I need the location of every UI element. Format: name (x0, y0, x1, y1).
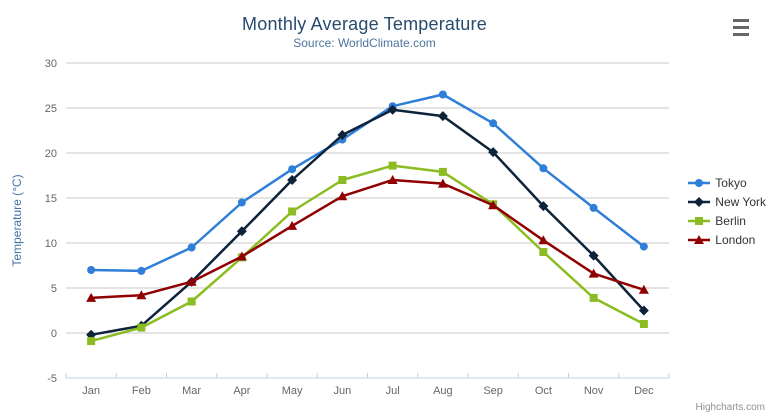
series-line (89, 164, 646, 343)
y-axis-label: -5 (47, 373, 57, 385)
circle-marker-icon (87, 266, 96, 274)
square-marker-icon (137, 323, 146, 332)
square-marker-icon (589, 293, 598, 302)
chart-title: Monthly Average Temperature (242, 14, 487, 34)
x-axis-label: Jul (386, 385, 400, 397)
x-axis-label: May (282, 385, 303, 397)
circle-legend-marker-icon (688, 179, 711, 187)
square-marker-icon (187, 297, 196, 306)
export-menu-button[interactable] (733, 19, 751, 36)
y-axis-label: 10 (45, 238, 57, 250)
circle-marker-icon (539, 164, 548, 173)
square-marker-icon (288, 207, 297, 216)
diamond-legend-marker-icon (688, 197, 711, 207)
square-marker-icon (539, 248, 548, 256)
y-axis-label: 20 (45, 148, 57, 160)
series-line (89, 108, 646, 337)
circle-marker-icon (639, 242, 648, 251)
circle-marker-icon (288, 165, 297, 174)
triangle-marker-icon (387, 175, 398, 184)
triangle-marker-icon (287, 220, 298, 230)
diamond-marker-icon (236, 226, 247, 237)
legend-item-berlin[interactable]: Berlin (688, 214, 766, 228)
diamond-marker-icon (287, 175, 298, 185)
x-axis-label: Dec (634, 385, 654, 397)
legend-item-tokyo[interactable]: Tokyo (688, 176, 766, 190)
y-axis-label: 0 (51, 328, 57, 340)
triangle-marker-icon (186, 276, 197, 286)
square-marker-icon (388, 161, 397, 170)
diamond-marker-icon (588, 250, 599, 261)
square-marker-icon (338, 176, 347, 184)
legend-item-london[interactable]: London (688, 233, 766, 247)
x-axis-label: Mar (182, 385, 201, 397)
circle-marker-icon (187, 243, 196, 252)
chart-subtitle: Source: WorldClimate.com (293, 36, 436, 50)
circle-marker-icon (237, 198, 246, 207)
legend-item-new-york[interactable]: New York (688, 195, 766, 209)
x-axis-label: Jan (82, 385, 100, 397)
series-line (89, 93, 646, 273)
y-axis-label: 30 (45, 58, 57, 70)
series-new-york[interactable] (86, 104, 649, 340)
triangle-marker-icon (638, 284, 649, 294)
circle-marker-icon (137, 266, 146, 275)
square-marker-icon (87, 337, 96, 346)
legend-label: New York (715, 195, 766, 209)
x-axis-label: Jun (334, 385, 352, 397)
square-legend-marker-icon (688, 217, 711, 225)
triangle-marker-icon (437, 178, 448, 188)
y-axis-label: 5 (51, 283, 57, 295)
diamond-marker-icon (437, 111, 448, 122)
diamond-marker-icon (694, 197, 705, 207)
x-axis-label: Aug (433, 385, 453, 397)
y-axis-label: 15 (45, 193, 57, 205)
y-axis-label: 25 (45, 103, 57, 115)
square-marker-icon (695, 217, 704, 225)
diamond-marker-icon (488, 147, 499, 158)
series-line (89, 178, 646, 300)
triangle-marker-icon (588, 268, 599, 278)
triangle-legend-marker-icon (688, 235, 711, 244)
legend-label: London (715, 233, 756, 247)
triangle-marker-icon (488, 200, 499, 210)
hamburger-menu-icon (733, 19, 749, 22)
legend: Tokyo New York Berlin London (688, 176, 766, 247)
highcharts-credit-link[interactable]: Highcharts.com (695, 402, 765, 413)
x-axis-label: Apr (233, 385, 250, 397)
legend-label: Berlin (715, 214, 746, 228)
square-marker-icon (438, 167, 447, 176)
triangle-marker-icon (337, 191, 348, 201)
y-axis-title: Temperature (°C) (10, 174, 24, 266)
diamond-marker-icon (337, 130, 348, 140)
legend-label: Tokyo (715, 176, 747, 190)
square-marker-icon (639, 320, 648, 328)
diamond-marker-icon (638, 305, 649, 316)
circle-marker-icon (589, 203, 598, 212)
triangle-marker-icon (86, 292, 97, 302)
circle-marker-icon (489, 119, 498, 128)
diamond-marker-icon (387, 104, 398, 115)
hamburger-menu-icon (733, 26, 749, 29)
triangle-marker-icon (538, 235, 549, 245)
triangle-marker-icon (236, 251, 247, 261)
diamond-marker-icon (538, 201, 549, 212)
hamburger-menu-icon (733, 33, 749, 36)
series-london[interactable] (86, 175, 649, 302)
x-axis-label: Feb (132, 385, 151, 397)
series-tokyo[interactable] (87, 90, 648, 275)
triangle-marker-icon (136, 290, 147, 300)
circle-marker-icon (695, 179, 704, 187)
circle-marker-icon (438, 90, 447, 99)
x-axis-label: Oct (535, 385, 552, 397)
x-axis-label: Sep (483, 385, 503, 397)
x-axis-label: Nov (584, 385, 604, 397)
triangle-marker-icon (694, 235, 705, 244)
